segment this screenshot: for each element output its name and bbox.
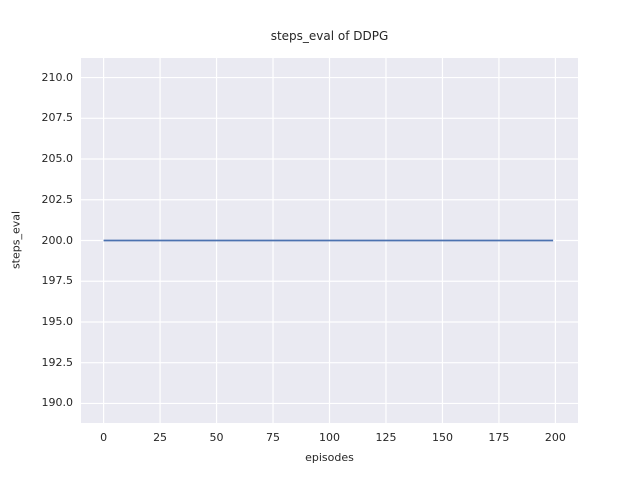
x-tick-label: 100 [319, 431, 340, 444]
y-tick-label: 195.0 [41, 314, 74, 328]
x-axis-label: episodes [305, 451, 354, 464]
chart-title: steps_eval of DDPG [270, 29, 389, 43]
y-tick-label: 202.5 [41, 192, 74, 206]
x-tick-label: 0 [100, 431, 108, 444]
x-tick-label: 150 [431, 431, 453, 444]
y-tick-label: 190.0 [41, 396, 74, 410]
x-tick-label: 75 [266, 431, 281, 444]
x-tick-label: 200 [544, 431, 566, 444]
y-tick-label: 210.0 [41, 70, 74, 84]
y-tick-label: 192.5 [41, 355, 74, 369]
y-tick-label: 197.5 [41, 274, 74, 288]
x-tick-label: 25 [153, 431, 168, 444]
plot-canvas [81, 58, 578, 423]
x-tick-label: 50 [209, 431, 224, 444]
y-tick-label: 200.0 [41, 233, 74, 247]
y-tick-label: 207.5 [41, 111, 74, 125]
x-tick-label: 175 [488, 431, 510, 444]
y-tick-label: 205.0 [41, 152, 74, 166]
x-tick-label: 125 [375, 431, 397, 444]
plot-area [81, 58, 578, 423]
